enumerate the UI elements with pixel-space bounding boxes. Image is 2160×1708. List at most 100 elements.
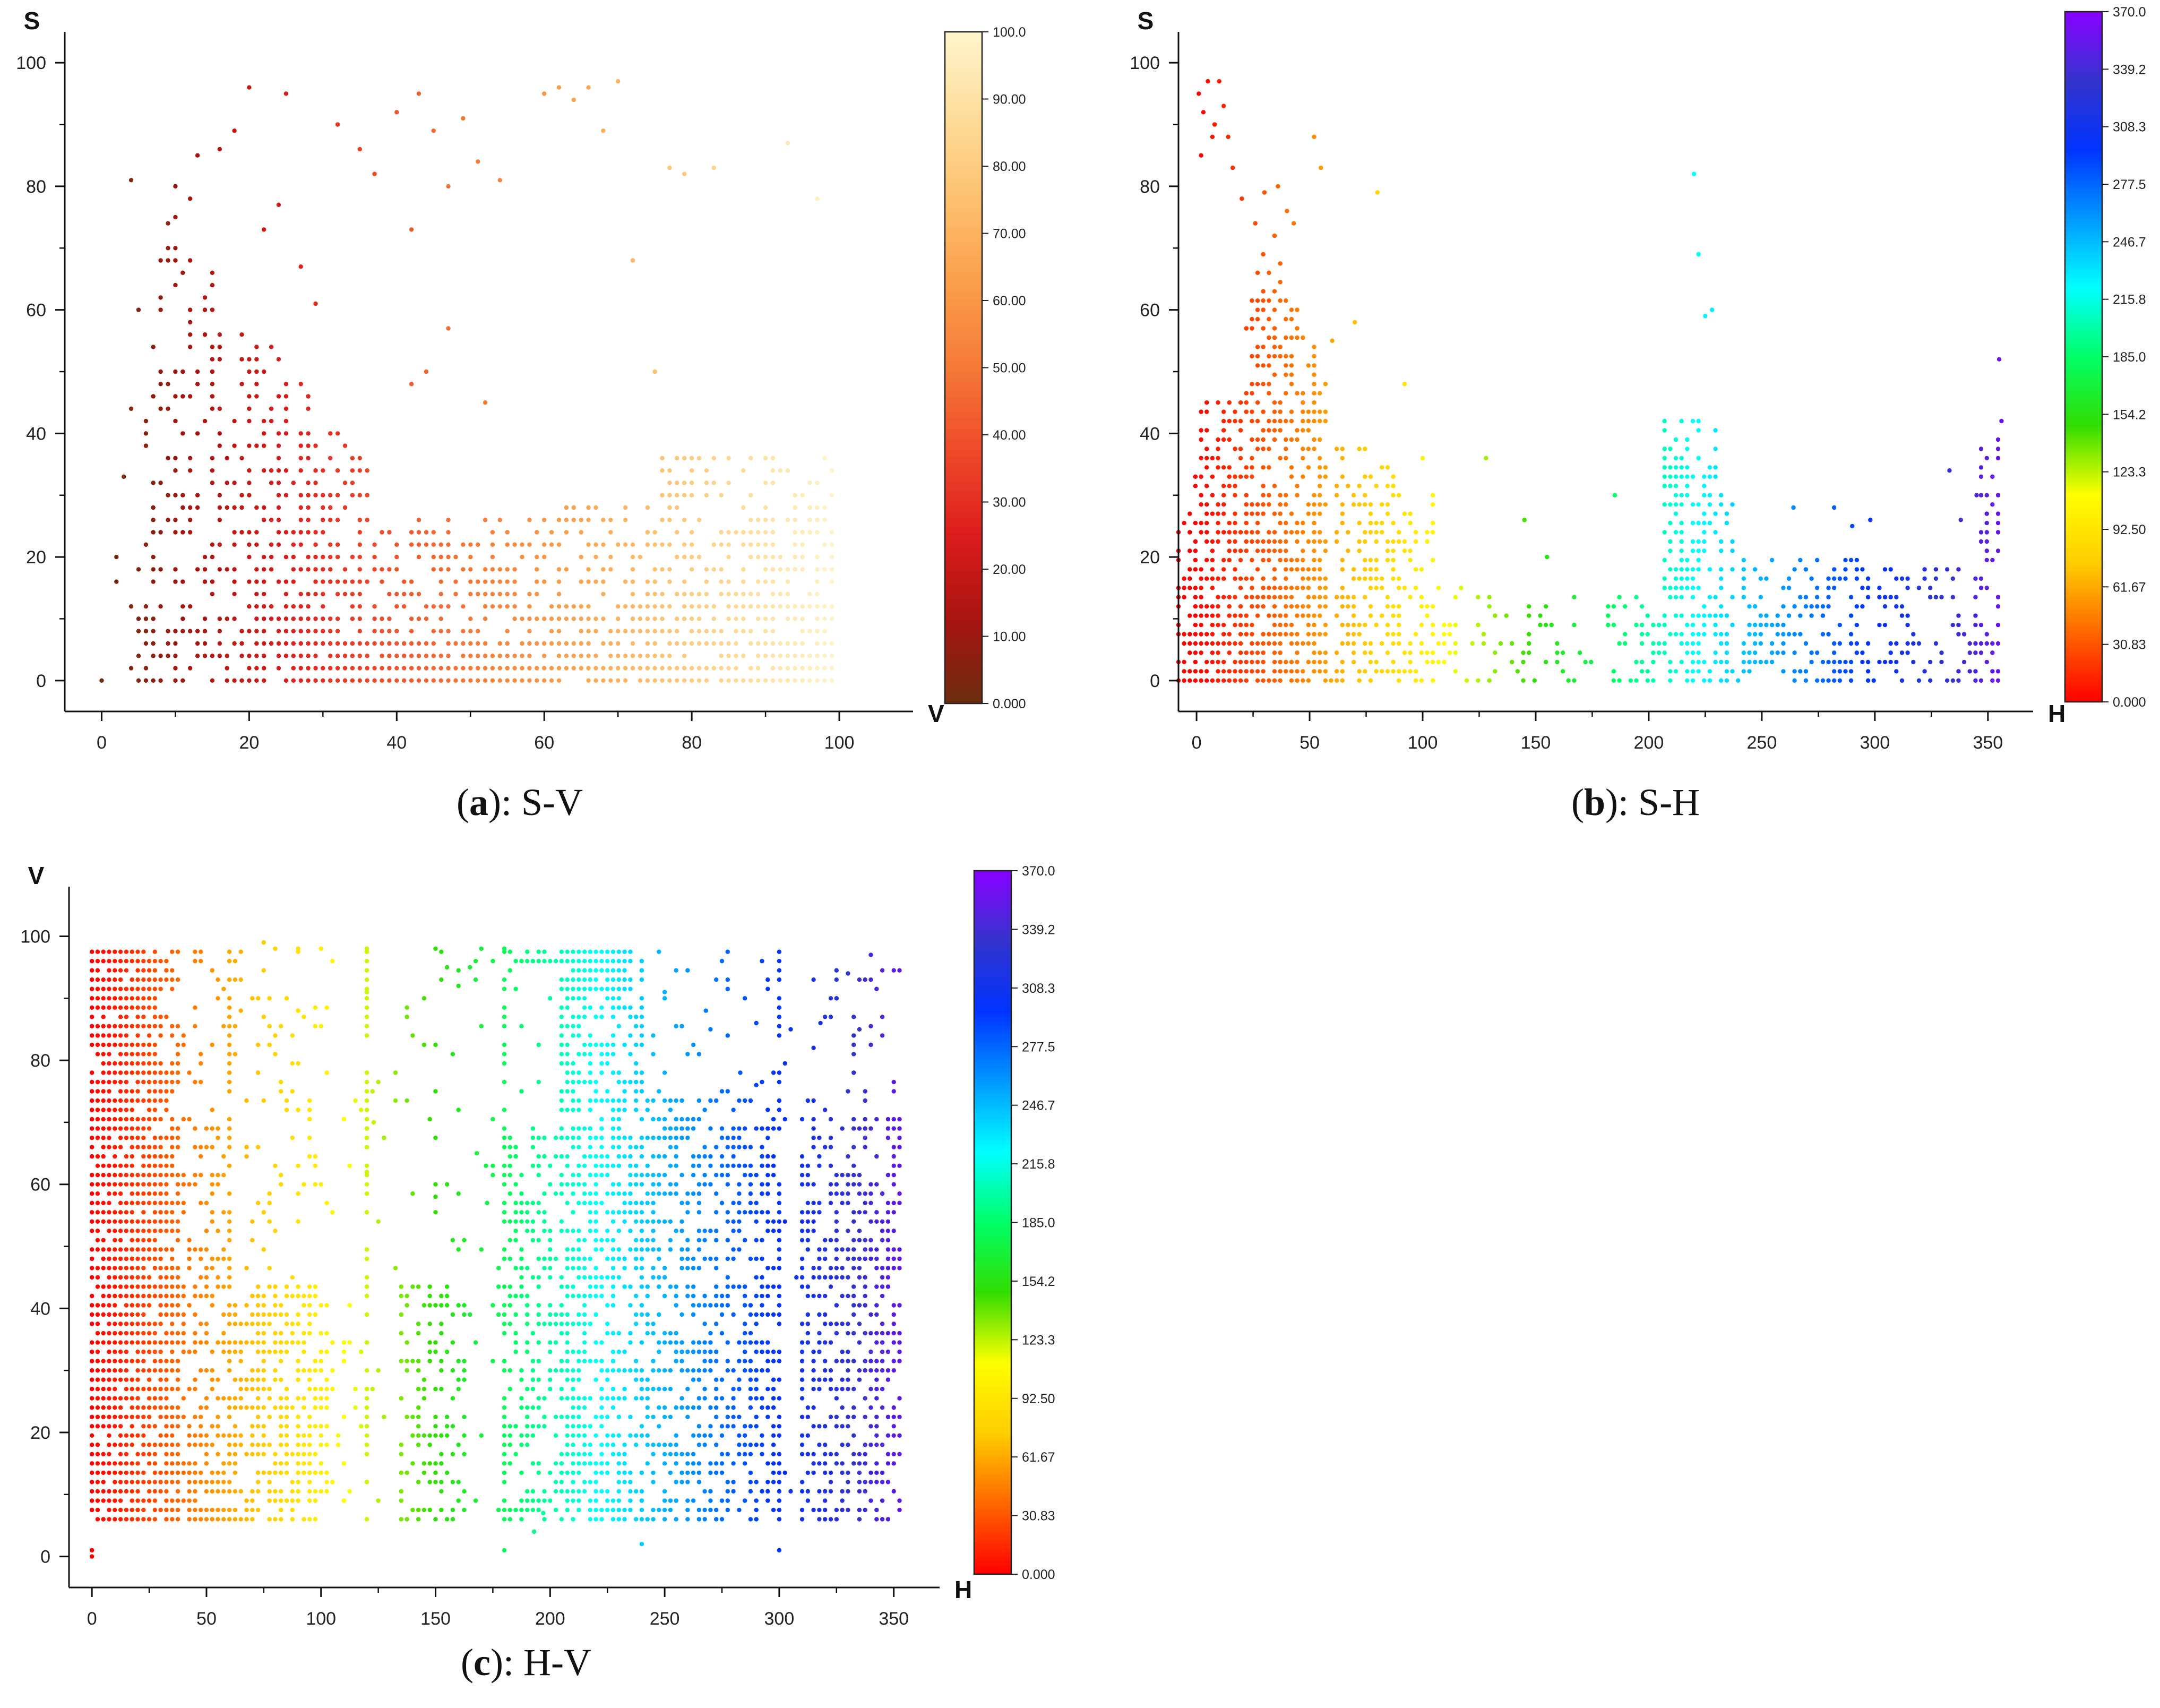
scatter-point <box>599 1507 604 1513</box>
scatter-point <box>135 1452 140 1456</box>
scatter-point <box>227 949 232 954</box>
scatter-point <box>424 542 429 547</box>
scatter-point <box>530 1507 536 1513</box>
scatter-point <box>553 1461 558 1466</box>
scatter-point-outlier <box>1958 518 1963 522</box>
scatter-point <box>1295 567 1300 572</box>
scatter-point <box>1639 669 1645 674</box>
scatter-point <box>421 1396 427 1401</box>
scatter-point <box>1346 622 1350 628</box>
scatter-point <box>1820 604 1826 609</box>
scatter-point <box>152 1489 157 1494</box>
scatter-point <box>225 678 229 683</box>
scatter-point <box>1690 586 1696 590</box>
scatter-point <box>347 1163 352 1168</box>
scatter-point <box>1250 465 1254 470</box>
scatter-point-outlier <box>1612 493 1617 497</box>
scatter-point <box>364 1312 369 1317</box>
scatter-point <box>188 629 193 633</box>
y-tick-label: 60 <box>26 301 46 321</box>
scatter-point <box>520 654 524 658</box>
scatter-point <box>302 1182 306 1187</box>
scatter-point <box>1741 586 1746 590</box>
scatter-point <box>439 949 444 954</box>
scatter-point <box>450 1368 455 1373</box>
scatter-point <box>152 1145 157 1149</box>
scatter-point <box>576 1229 581 1233</box>
scatter-point <box>571 1517 575 1522</box>
scatter-point <box>748 456 753 461</box>
scatter-point <box>405 1098 409 1103</box>
scatter-point <box>1673 511 1679 516</box>
scatter-point <box>610 1349 616 1354</box>
scatter-point <box>1385 632 1390 637</box>
scatter-point <box>1391 520 1396 526</box>
scatter-point <box>113 1024 117 1029</box>
scatter-point <box>565 1368 570 1373</box>
scatter-point <box>1199 595 1203 599</box>
scatter-point-outlier <box>1522 518 1527 522</box>
scatter-point <box>173 666 178 671</box>
scatter-point <box>170 1387 175 1392</box>
scatter-point-outlier <box>313 301 318 306</box>
scatter-point <box>667 542 672 547</box>
scatter-point <box>1752 604 1758 609</box>
scatter-point <box>255 1349 261 1354</box>
scatter-point <box>582 986 587 991</box>
scatter-point <box>175 1443 180 1447</box>
scatter-point <box>416 616 421 621</box>
scatter-point <box>1702 520 1707 526</box>
scatter-point <box>175 1070 180 1075</box>
scatter-point <box>1272 604 1277 609</box>
scatter-point <box>565 1359 570 1363</box>
scatter-point <box>675 505 679 510</box>
scatter-point <box>616 949 622 954</box>
scatter-point <box>542 1229 547 1233</box>
scatter-point <box>576 1145 581 1149</box>
scatter-point <box>296 1433 300 1438</box>
scatter-point <box>382 1135 386 1140</box>
scatter-point <box>124 1005 129 1010</box>
scatter-point <box>427 1340 432 1345</box>
scatter-point <box>778 641 783 646</box>
scatter-point <box>1402 586 1407 590</box>
scatter-point <box>1204 409 1209 414</box>
scatter-point <box>416 542 421 547</box>
scatter-point <box>1368 613 1373 618</box>
scatter-point <box>170 1470 175 1475</box>
scatter-point <box>512 616 517 621</box>
scatter-point <box>1221 641 1226 646</box>
scatter-point <box>152 1229 157 1233</box>
scatter-point <box>181 1349 186 1354</box>
scatter-point <box>1278 520 1283 526</box>
scatter-point <box>141 1293 146 1299</box>
scatter-point <box>113 1079 117 1085</box>
scatter-point <box>227 1303 232 1308</box>
scatter-point <box>433 1210 438 1215</box>
scatter-point <box>623 678 628 683</box>
scatter-point <box>1702 484 1707 488</box>
scatter-point <box>216 1507 220 1513</box>
scatter-point <box>244 1145 249 1149</box>
scatter-point <box>313 542 318 547</box>
scatter-point <box>118 1042 123 1048</box>
scatter-point <box>1278 409 1283 414</box>
scatter-point <box>807 480 812 485</box>
scatter-point <box>1781 604 1786 609</box>
scatter-point <box>513 1331 518 1336</box>
scatter-point <box>164 1275 169 1280</box>
scatter-point <box>1351 576 1356 581</box>
scatter-point <box>221 1256 226 1261</box>
scatter-point <box>1199 622 1203 628</box>
scatter-point <box>1193 474 1198 479</box>
scatter-point <box>1357 576 1362 581</box>
scatter-point <box>107 1219 111 1224</box>
scatter-point <box>283 604 289 609</box>
scatter-point <box>530 1489 536 1494</box>
scatter-point <box>450 1480 455 1484</box>
scatter-point <box>468 554 473 560</box>
scatter-point <box>1724 520 1729 526</box>
scatter-point <box>254 678 259 683</box>
scatter-point <box>193 1079 197 1085</box>
